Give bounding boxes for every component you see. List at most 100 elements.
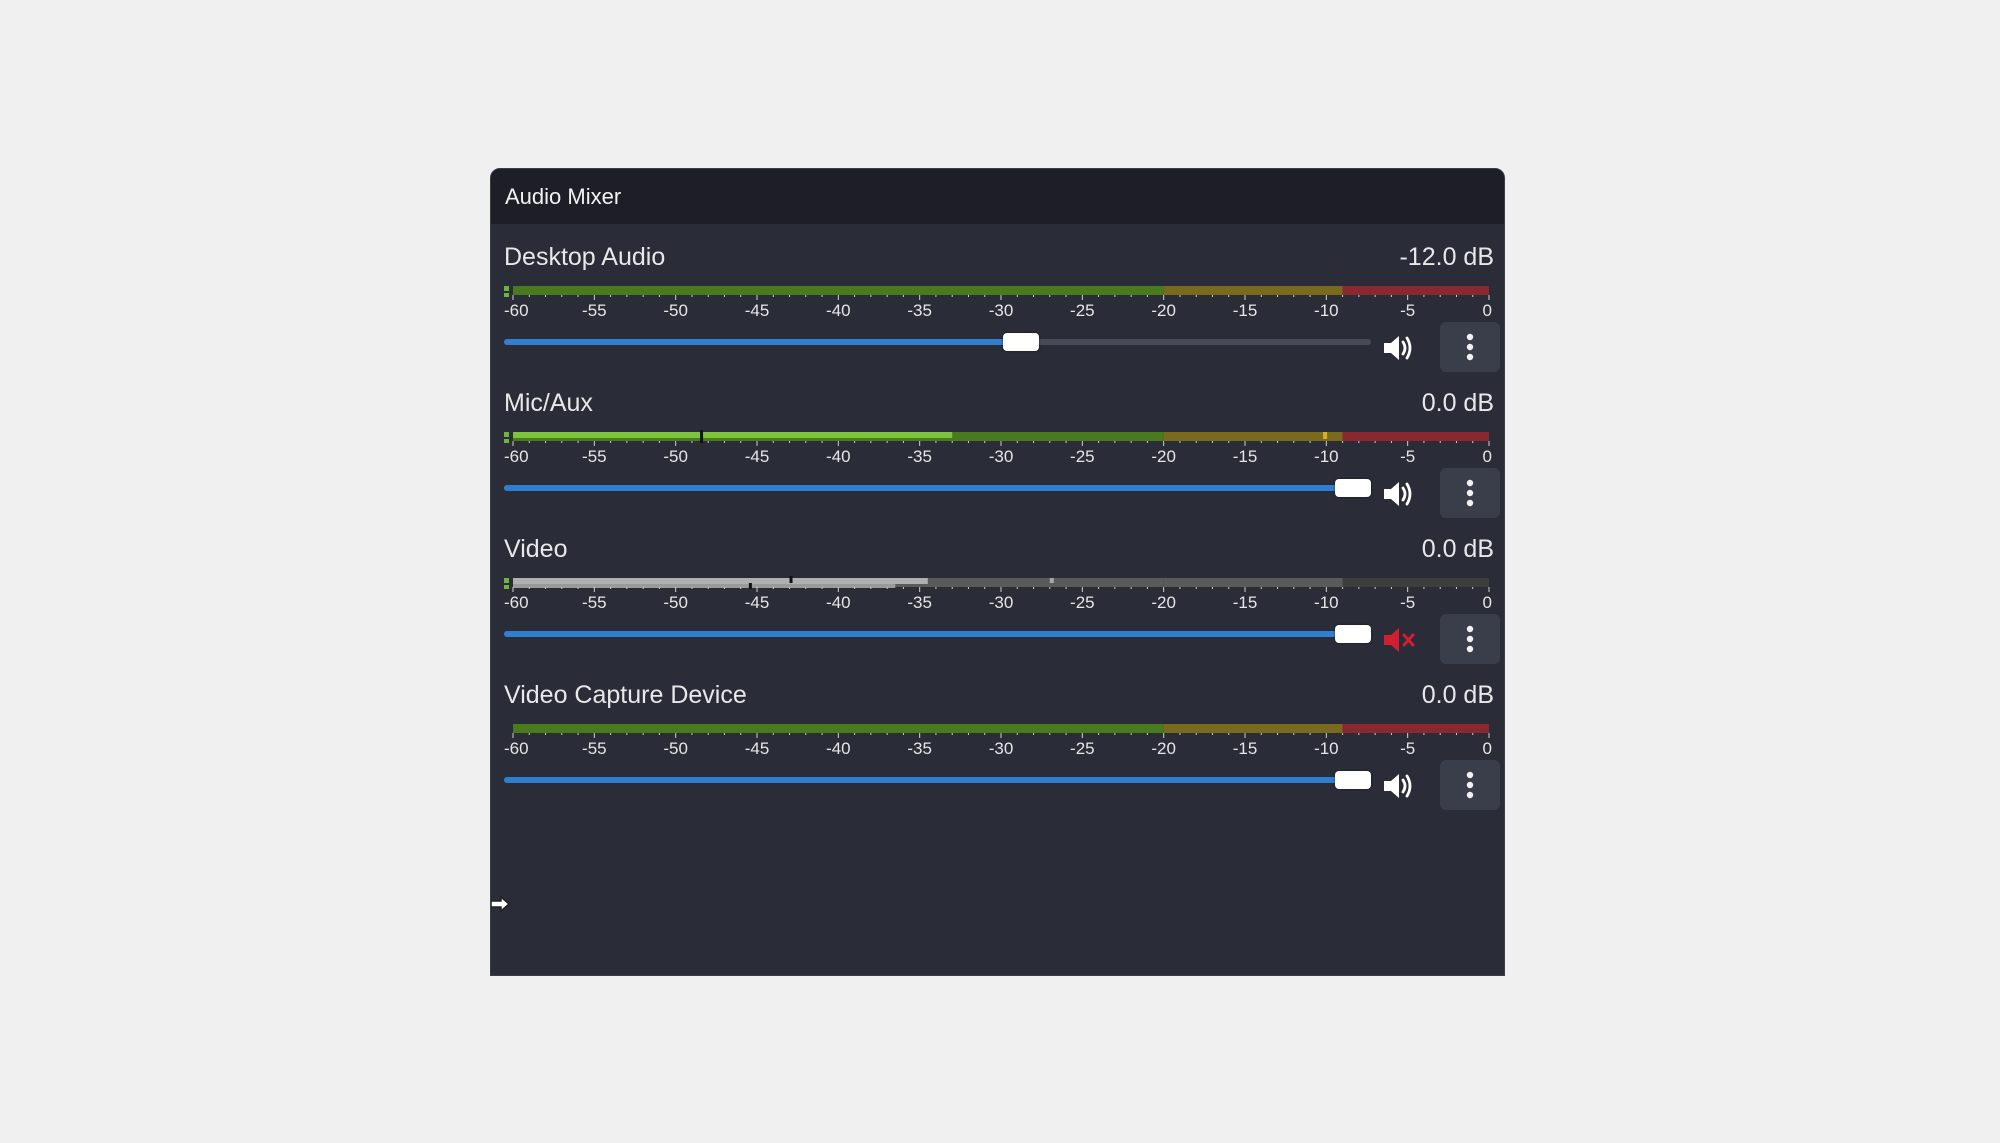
meter-tick	[1114, 733, 1116, 735]
volume-fader[interactable]	[504, 327, 1371, 357]
meter-tick	[740, 587, 742, 589]
meter-tick	[1423, 441, 1425, 443]
meter-scale-label: -10	[1314, 301, 1339, 318]
meter-tick	[512, 733, 514, 738]
speaker-body	[1384, 774, 1399, 798]
meter-tick	[577, 295, 579, 297]
meter-scale-label: -5	[1400, 739, 1415, 756]
meter-tick	[837, 295, 839, 300]
meter-start-gap	[504, 437, 509, 439]
meter-tick	[1049, 441, 1051, 443]
meter-tick	[577, 441, 579, 443]
meter-scale-label: -45	[745, 593, 770, 610]
meter-start-gap	[504, 291, 509, 293]
channel-name: Video Capture Device	[504, 681, 747, 709]
meter-peak-marker	[700, 430, 704, 443]
meter-zone	[1163, 286, 1343, 295]
meter-tick	[951, 441, 953, 443]
meter-tick	[1472, 441, 1474, 443]
meter-tick	[1081, 733, 1083, 738]
meter-scale-label: -25	[1070, 301, 1095, 318]
meter-tick	[756, 587, 758, 592]
meter-peak-hold	[1323, 432, 1328, 439]
channel-menu-button[interactable]	[1440, 468, 1500, 518]
meter-zone	[1163, 724, 1343, 733]
volume-fader[interactable]	[504, 473, 1371, 503]
speaker-volume-icon[interactable]	[1380, 328, 1420, 368]
fader-fill	[504, 777, 1353, 783]
meter-tick	[805, 587, 807, 589]
meter-tick	[1488, 295, 1490, 300]
meter-zone	[513, 286, 1164, 295]
meter-tick	[1228, 295, 1230, 297]
meter-tick	[1098, 587, 1100, 589]
channel-name: Desktop Audio	[504, 243, 666, 271]
meter-start-gap	[504, 583, 509, 585]
meter-scale-label: -35	[907, 739, 932, 756]
meter-scale-label: -50	[663, 301, 688, 318]
meter-scale-label: -25	[1070, 739, 1095, 756]
meter-tick	[1455, 733, 1457, 735]
meter-tick	[1390, 295, 1392, 297]
meter-tick	[610, 295, 612, 297]
channel-menu-button[interactable]	[1440, 760, 1500, 810]
fader-handle[interactable]	[1002, 333, 1039, 351]
fader-handle[interactable]	[1335, 771, 1371, 789]
meter-tick	[919, 587, 921, 592]
meter-tick	[1309, 441, 1311, 443]
meter-tick	[1472, 587, 1474, 589]
meter-scale-label: -55	[582, 593, 607, 610]
meter-tick	[658, 733, 660, 735]
meter-tick	[691, 441, 693, 443]
meter-scale-label: -25	[1070, 593, 1095, 610]
fader-handle[interactable]	[1335, 479, 1371, 497]
speaker-muted-icon[interactable]	[1380, 620, 1420, 660]
mute-cross	[1402, 633, 1415, 647]
volume-fader[interactable]	[504, 619, 1371, 649]
meter-tick	[545, 587, 547, 589]
meter-tick	[1407, 441, 1409, 446]
meter-scale-label: -30	[989, 593, 1014, 610]
fader-handle[interactable]	[1335, 625, 1371, 643]
volume-fader[interactable]	[504, 765, 1371, 795]
meter-tick	[935, 733, 937, 735]
meter-tick	[1033, 587, 1035, 589]
channel-menu-button[interactable]	[1440, 322, 1500, 372]
meter-tick	[1146, 295, 1148, 297]
meter-scale-label: 0	[1483, 447, 1492, 464]
meter-tick	[1065, 733, 1067, 735]
meter-tick	[626, 733, 628, 735]
meter-tick	[593, 441, 595, 446]
sound-wave	[1401, 340, 1407, 356]
channel-db-readout: 0.0 dB	[1421, 535, 1494, 563]
speaker-volume-icon[interactable]	[1380, 474, 1420, 514]
meter-scale-label: 0	[1483, 593, 1492, 610]
meter-tick	[512, 295, 514, 300]
meter-tick	[512, 587, 514, 592]
meter-tick	[1000, 295, 1002, 300]
meter-tick	[1081, 587, 1083, 592]
meter-scale-label: -5	[1400, 447, 1415, 464]
meter-tick	[1325, 733, 1327, 738]
speaker-volume-icon[interactable]	[1380, 766, 1420, 806]
meter-tick	[1439, 587, 1441, 589]
meter-tick	[707, 733, 709, 735]
meter-tick	[1439, 733, 1441, 735]
meter-tick	[1407, 587, 1409, 592]
meter-tick	[1374, 295, 1376, 297]
meter-tick	[1260, 295, 1262, 297]
meter-tick	[707, 587, 709, 589]
channel-menu-button[interactable]	[1440, 614, 1500, 664]
meter-tick	[967, 441, 969, 443]
meter-tick	[1390, 587, 1392, 589]
meter-tick	[1325, 295, 1327, 300]
meter-scale-label: -55	[582, 447, 607, 464]
meter-scale-label: -60	[504, 739, 529, 756]
meter-tick	[561, 733, 563, 735]
meter-tick	[1407, 733, 1409, 738]
meter-scale-label: -20	[1151, 593, 1176, 610]
meter-tick	[1390, 733, 1392, 735]
meter-tick	[886, 441, 888, 443]
meter-scale-label: -50	[663, 593, 688, 610]
meter-tick	[626, 295, 628, 297]
